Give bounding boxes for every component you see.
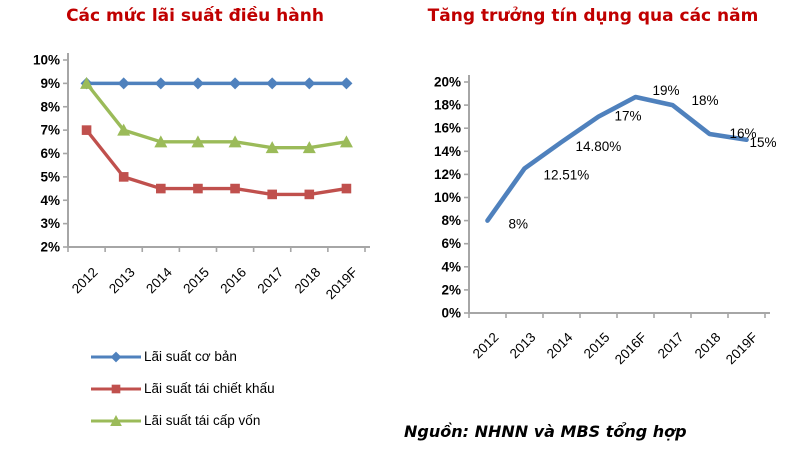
data-label: 17% — [615, 109, 642, 124]
series-marker-triangle — [228, 135, 242, 148]
x-tick-label: 2017 — [655, 330, 687, 362]
data-label: 19% — [653, 83, 680, 98]
series-marker-square — [111, 384, 121, 393]
x-tick-label: 2019F — [723, 330, 761, 368]
series-marker-diamond — [154, 77, 167, 90]
y-tick-label: 9% — [40, 76, 60, 91]
x-axis-labels: 2012 2013 2014 2015 2016F 2017 2018 2019F — [470, 329, 761, 367]
x-tick-label: 2016F — [612, 330, 650, 368]
legend-item: Lãi suất tái chiết khấu — [90, 378, 275, 399]
series-marker-diamond — [303, 77, 316, 90]
y-tick-label: 3% — [40, 216, 60, 231]
legend-label: Lãi suất tái chiết khấu — [144, 381, 275, 396]
series-marker-triangle — [302, 141, 316, 154]
series-marker-diamond — [117, 77, 130, 90]
data-label: 18% — [692, 93, 719, 108]
x-tick-label: 2014 — [544, 329, 576, 361]
series-marker-square — [81, 125, 92, 135]
x-axis-ticks — [468, 313, 766, 318]
series-line — [84, 128, 349, 197]
series-marker-diamond — [229, 77, 242, 90]
legend-swatch-diamond — [91, 351, 141, 362]
legend-item: Lãi suất tái cấp vốn — [90, 410, 275, 431]
series-marker-square — [156, 183, 166, 194]
legend-label: Lãi suất cơ bản — [144, 349, 237, 364]
data-label: 14.80% — [576, 139, 622, 154]
data-label: 12.51% — [544, 168, 590, 183]
series-marker-square — [118, 172, 129, 182]
series-marker-diamond — [191, 77, 204, 90]
data-label: 8% — [509, 217, 529, 232]
x-tick-label: 2013 — [507, 330, 539, 362]
y-tick-label: 10% — [33, 53, 60, 68]
y-tick-label: 6% — [40, 146, 60, 161]
data-label: 15% — [750, 135, 777, 150]
y-tick-label: 20% — [434, 75, 461, 90]
series-0: 8% 12.51% 14.80% 17% 19% 18% 16%15% — [485, 83, 777, 232]
x-tick-label: 2018 — [692, 330, 724, 362]
credit-growth-title: Tăng trưởng tín dụng qua các năm — [427, 6, 759, 26]
y-tick-label: 7% — [40, 123, 60, 138]
series-line — [485, 94, 749, 223]
series-marker-triangle — [191, 135, 205, 148]
x-tick-label: 2012 — [470, 330, 502, 362]
y-tick-label: 4% — [441, 259, 461, 274]
y-tick-label: 0% — [441, 306, 461, 321]
policy-rates-plot: 10%9%8%7%6%5%4%3%2%2012 2013 2014 2015 2016 2… — [33, 53, 370, 302]
series-marker-square — [304, 189, 315, 200]
x-tick-label: 2019F — [323, 265, 361, 303]
y-tick-label: 16% — [434, 121, 461, 136]
x-tick-label: 2015 — [581, 330, 613, 362]
series-line — [84, 81, 349, 150]
series-marker-square — [341, 183, 352, 194]
series-marker-diamond — [340, 77, 353, 90]
y-tick-label: 8% — [40, 99, 60, 114]
y-tick-label: 10% — [434, 190, 461, 205]
x-axis-labels: 2012 2013 2014 2015 2016 2017 2018 2019F — [69, 264, 361, 302]
series-1 — [81, 125, 352, 200]
x-tick-label: 2017 — [254, 265, 286, 297]
x-tick-label: 2015 — [180, 265, 212, 297]
y-tick-label: 4% — [40, 193, 60, 208]
data-label: 16% — [730, 126, 757, 141]
policy-rates-legend: Lãi suất cơ bản Lãi suất tái chiết khấu Lã… — [90, 346, 275, 431]
series-0 — [80, 77, 353, 90]
y-tick-label: 6% — [441, 236, 461, 251]
series-marker-triangle — [154, 135, 168, 148]
y-tick-label: 5% — [40, 169, 60, 184]
legend-swatch-square — [91, 384, 141, 393]
legend-swatch-triangle — [91, 414, 141, 426]
series-marker-square — [230, 183, 240, 194]
y-tick-label: 14% — [434, 144, 461, 159]
x-tick-label: 2012 — [69, 265, 101, 297]
x-tick-label: 2016 — [217, 265, 249, 297]
series-marker-triangle — [117, 123, 131, 136]
policy-rates-title: Các mức lãi suất điều hành — [66, 6, 324, 26]
legend-label: Lãi suất tái cấp vốn — [144, 413, 261, 428]
series-marker-square — [267, 189, 277, 200]
y-tick-label: 2% — [40, 240, 60, 255]
series-marker-diamond — [110, 351, 122, 362]
series-marker-triangle — [80, 76, 94, 89]
x-tick-label: 2013 — [106, 265, 138, 297]
series-2 — [80, 76, 353, 154]
x-axis-ticks — [67, 247, 366, 252]
series-marker-diamond — [266, 77, 279, 90]
x-tick-label: 2018 — [292, 265, 324, 297]
legend-item: Lãi suất cơ bản — [90, 346, 275, 367]
source-note: Nguồn: NHNN và MBS tổng hợp — [404, 422, 687, 441]
series-marker-triangle — [265, 141, 279, 154]
y-axis-ticks: 10% 9% 8% 7% 6% 5% 4% 3% 2% — [33, 53, 68, 255]
y-tick-label: 8% — [441, 213, 461, 228]
series-marker-square — [193, 183, 203, 194]
y-tick-label: 2% — [441, 282, 461, 297]
y-tick-label: 12% — [434, 167, 461, 182]
series-marker-triangle — [110, 414, 122, 426]
credit-growth-plot: 20% 18% 16% 14% 12% 10% 8% 6% 4% 2% 0% 2012 2013 2014… — [434, 75, 777, 368]
x-tick-label: 2014 — [143, 264, 175, 296]
y-axis-ticks: 20% 18% 16% 14% 12% 10% 8% 6% 4% 2% 0% — [434, 75, 469, 321]
series-marker-triangle — [339, 135, 353, 148]
y-tick-label: 18% — [434, 98, 461, 113]
